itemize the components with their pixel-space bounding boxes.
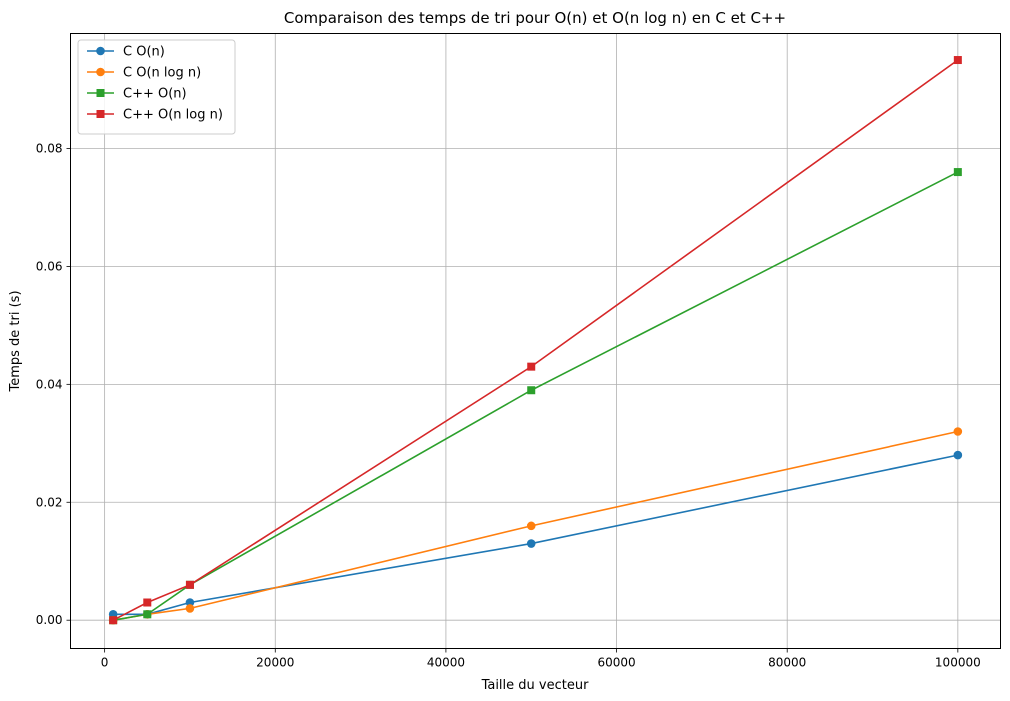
legend-label: C++ O(n log n) — [123, 108, 223, 123]
data-point — [185, 604, 195, 613]
y-tick-label: 0.04 — [36, 377, 63, 391]
series-2 — [109, 168, 962, 625]
legend-marker — [96, 89, 105, 97]
data-point — [953, 56, 962, 65]
x-tick-label: 20000 — [256, 656, 294, 670]
y-tick-label: 0.00 — [36, 613, 63, 627]
data-point — [109, 616, 118, 625]
legend-entry: C++ O(n) — [87, 87, 187, 102]
chart-title: Comparaison des temps de tri pour O(n) e… — [284, 9, 786, 27]
y-tick-label: 0.08 — [36, 141, 63, 155]
y-tick-label: 0.06 — [36, 259, 63, 273]
legend-frame — [77, 39, 236, 135]
x-tick-label: 60000 — [597, 656, 635, 670]
series-0 — [108, 450, 963, 619]
data-point — [526, 521, 536, 531]
data-point — [143, 610, 152, 619]
legend-entry: C O(n log n) — [87, 66, 201, 81]
x-axis-label: Taille du vecteur — [481, 678, 590, 693]
legend-marker — [96, 110, 105, 118]
x-tick-label: 0 — [101, 656, 109, 670]
data-point — [527, 386, 536, 395]
x-tick-label: 80000 — [768, 656, 806, 670]
legend-marker — [96, 46, 105, 56]
data-point — [953, 450, 963, 460]
legend-label: C O(n) — [123, 45, 165, 60]
legend-marker — [96, 67, 105, 77]
plot-frame — [70, 33, 1001, 649]
x-tick-label: 100000 — [935, 656, 981, 670]
data-point — [526, 539, 536, 548]
legend: C O(n) C O(n log n) C++ O(n) C++ O(n log n) — [77, 39, 236, 135]
y-tick-label: 0.02 — [36, 495, 63, 509]
legend-label: C O(n log n) — [123, 66, 201, 81]
y-axis-label: Temps de tri (s) — [8, 290, 23, 392]
data-point — [185, 580, 194, 589]
grid — [70, 33, 1001, 649]
ticks: 0 20000 40000 60000 80000 100000 0.00 0.02 0.04 0… — [36, 141, 981, 669]
data-point — [143, 598, 152, 607]
legend-entry: C O(n) — [87, 45, 165, 60]
data-point — [953, 427, 963, 436]
x-tick-label: 40000 — [427, 656, 465, 670]
data-point — [953, 168, 962, 177]
legend-entry: C++ O(n log n) — [87, 108, 223, 123]
series-line — [112, 59, 959, 621]
series-3 — [109, 56, 962, 625]
data-point — [185, 598, 195, 607]
series-layer — [108, 56, 963, 625]
series-line — [113, 454, 959, 616]
data-point — [527, 362, 536, 371]
legend-label: C++ O(n) — [123, 87, 187, 102]
